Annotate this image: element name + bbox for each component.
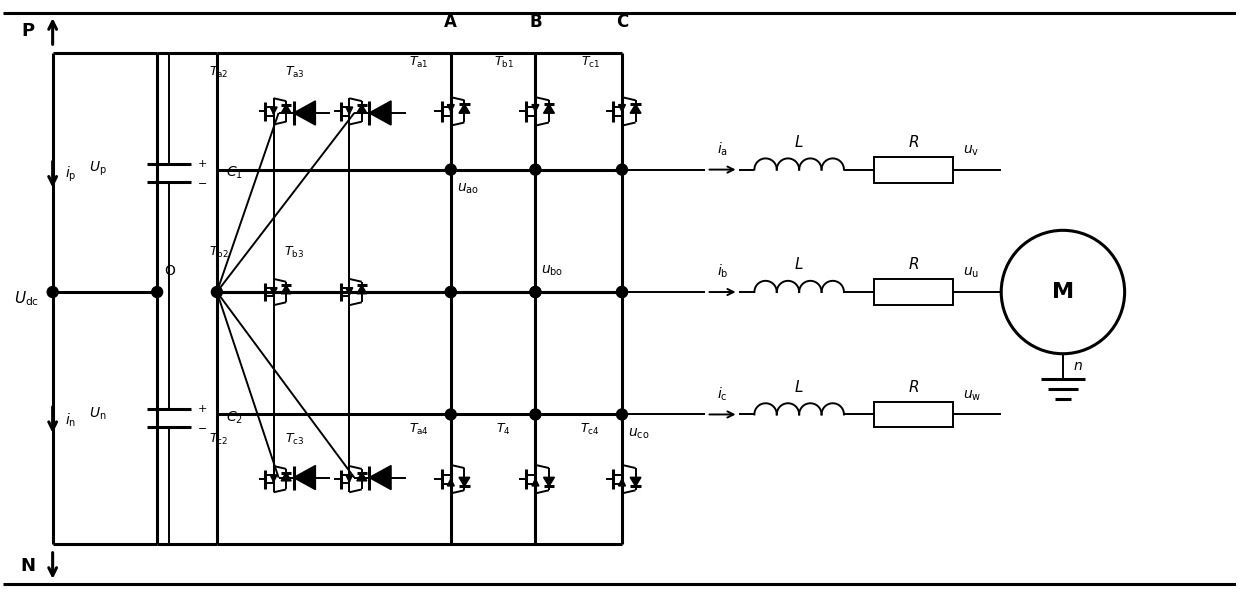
Text: $n$: $n$ — [1073, 359, 1083, 373]
Circle shape — [530, 287, 541, 297]
Text: $T_{\rm a2}$: $T_{\rm a2}$ — [209, 64, 229, 79]
Circle shape — [212, 287, 222, 297]
Text: $T_{\rm a3}$: $T_{\rm a3}$ — [285, 64, 305, 79]
Circle shape — [151, 287, 162, 297]
Text: B: B — [529, 13, 541, 31]
Text: $u_{\rm u}$: $u_{\rm u}$ — [964, 266, 980, 280]
Polygon shape — [544, 478, 554, 487]
Text: $u_{\rm v}$: $u_{\rm v}$ — [964, 143, 980, 158]
Bar — [873, 402, 954, 427]
Bar — [873, 156, 954, 183]
Polygon shape — [458, 104, 470, 113]
Text: $R$: $R$ — [908, 378, 919, 395]
Text: $i_{\rm c}$: $i_{\rm c}$ — [717, 385, 727, 402]
Polygon shape — [294, 101, 316, 125]
Circle shape — [617, 164, 627, 175]
Text: $i_{\rm p}$: $i_{\rm p}$ — [64, 165, 76, 184]
Polygon shape — [369, 101, 392, 125]
Text: $C_1$: $C_1$ — [225, 164, 243, 181]
Text: $T_{\rm c4}$: $T_{\rm c4}$ — [580, 422, 600, 438]
Polygon shape — [458, 478, 470, 487]
Polygon shape — [294, 466, 316, 490]
Text: N: N — [20, 557, 35, 575]
Polygon shape — [357, 473, 367, 481]
Circle shape — [445, 409, 456, 420]
Text: $i_{\rm a}$: $i_{\rm a}$ — [717, 140, 729, 158]
Polygon shape — [544, 104, 554, 113]
Text: $T_{\rm c3}$: $T_{\rm c3}$ — [285, 432, 305, 447]
Text: $L$: $L$ — [794, 134, 804, 150]
Text: $u_{\rm w}$: $u_{\rm w}$ — [964, 388, 981, 402]
Circle shape — [530, 409, 541, 420]
Text: C: C — [616, 13, 628, 31]
Text: $T_{\rm a4}$: $T_{\rm a4}$ — [409, 422, 429, 438]
Text: A: A — [445, 13, 457, 31]
Circle shape — [617, 287, 627, 297]
Text: $i_{\rm b}$: $i_{\rm b}$ — [716, 263, 729, 280]
Text: $L$: $L$ — [794, 256, 804, 272]
Polygon shape — [631, 478, 641, 487]
Text: O: O — [164, 264, 175, 278]
Text: $u_{\rm co}$: $u_{\rm co}$ — [628, 426, 649, 441]
Text: $T_{\rm b3}$: $T_{\rm b3}$ — [285, 245, 305, 260]
Text: $+$: $+$ — [197, 404, 207, 414]
Polygon shape — [357, 105, 367, 113]
Circle shape — [617, 409, 627, 420]
Text: M: M — [1052, 282, 1074, 302]
Text: P: P — [21, 22, 35, 40]
Text: $T_{\rm c2}$: $T_{\rm c2}$ — [209, 432, 228, 447]
Polygon shape — [281, 473, 291, 481]
Circle shape — [445, 287, 456, 297]
Text: $u_{\rm bo}$: $u_{\rm bo}$ — [541, 264, 564, 278]
Circle shape — [530, 287, 541, 297]
Circle shape — [530, 164, 541, 175]
Text: $u_{\rm ao}$: $u_{\rm ao}$ — [457, 181, 479, 196]
Polygon shape — [631, 104, 641, 113]
Text: $C_2$: $C_2$ — [225, 410, 243, 426]
Text: $L$: $L$ — [794, 378, 804, 395]
Text: $U_{\rm n}$: $U_{\rm n}$ — [89, 406, 107, 422]
Polygon shape — [281, 285, 291, 294]
Circle shape — [47, 287, 58, 297]
Text: $U_{\rm p}$: $U_{\rm p}$ — [88, 159, 107, 178]
Bar — [873, 279, 954, 305]
Text: $R$: $R$ — [908, 256, 919, 272]
Circle shape — [445, 287, 456, 297]
Text: $i_{\rm n}$: $i_{\rm n}$ — [64, 411, 76, 429]
Polygon shape — [369, 466, 392, 490]
Text: $R$: $R$ — [908, 134, 919, 150]
Text: $T_{\rm 4}$: $T_{\rm 4}$ — [497, 422, 510, 438]
Text: $T_{\rm b2}$: $T_{\rm b2}$ — [209, 245, 229, 260]
Text: $+$: $+$ — [197, 158, 207, 169]
Circle shape — [445, 164, 456, 175]
Polygon shape — [357, 285, 367, 294]
Polygon shape — [281, 105, 291, 113]
Circle shape — [617, 287, 627, 297]
Text: $U_{\rm dc}$: $U_{\rm dc}$ — [14, 289, 40, 308]
Text: $-$: $-$ — [197, 177, 207, 186]
Text: $-$: $-$ — [197, 422, 207, 432]
Text: $T_{\rm a1}$: $T_{\rm a1}$ — [409, 54, 429, 70]
Text: $T_{\rm c1}$: $T_{\rm c1}$ — [581, 54, 600, 70]
Text: $T_{\rm b1}$: $T_{\rm b1}$ — [493, 54, 513, 70]
